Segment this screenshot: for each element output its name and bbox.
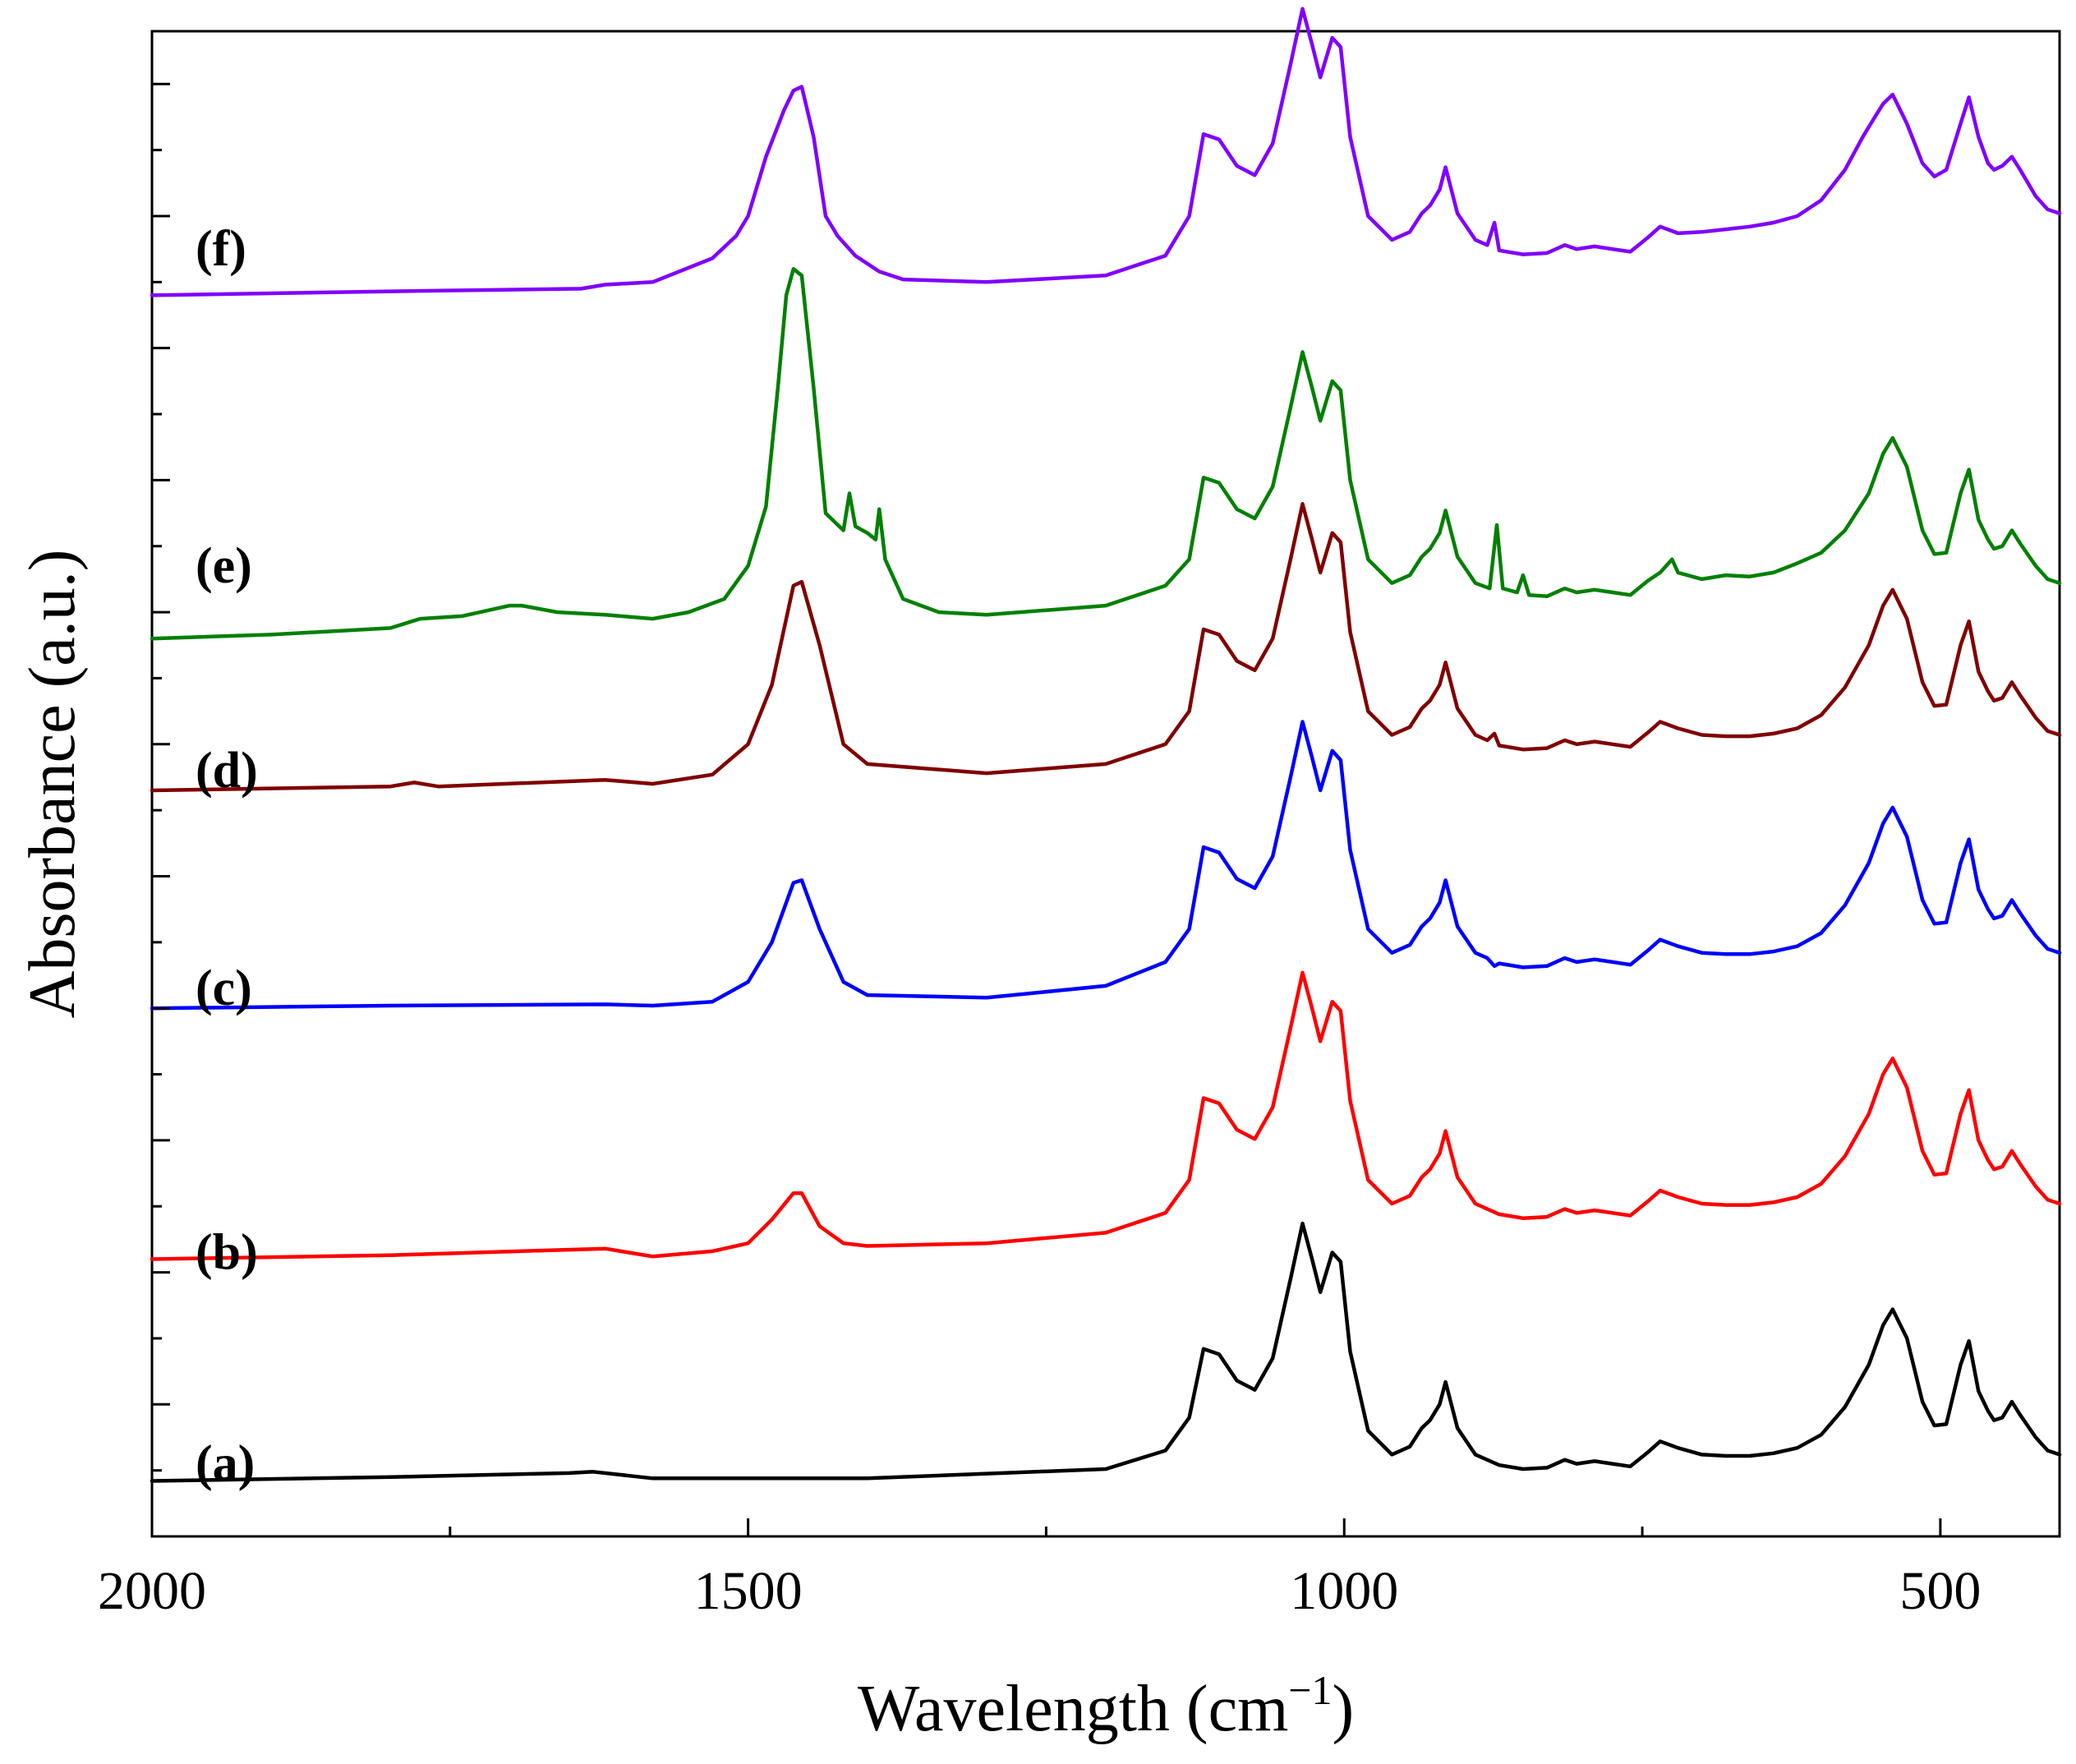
series-label-c: (c) (196, 960, 252, 1016)
x-tick-label: 2000 (98, 1561, 206, 1621)
spectrum-line-c (150, 720, 2062, 1011)
spectrum-line-b (150, 970, 2062, 1261)
x-axis-title-main: Wavelength (cm (858, 1673, 1288, 1745)
x-axis-title-close: ) (1333, 1673, 1355, 1745)
spectrum-line-a (150, 1221, 2062, 1483)
y-axis-ticks (152, 82, 170, 1472)
spectra-curves (150, 7, 2062, 1483)
spectrum-line-e (150, 267, 2062, 641)
series-label-d: (d) (196, 743, 258, 799)
x-axis-title-sup: −1 (1288, 1667, 1332, 1713)
spectrum-line-f (150, 7, 2062, 297)
y-axis-title: Absorbance (a.u.) (16, 550, 89, 1019)
x-axis-title: Wavelength (cm−1) (858, 1667, 1354, 1745)
series-label-f: (f) (196, 221, 246, 277)
spectrum-line-d (150, 502, 2062, 793)
series-label-b: (b) (196, 1224, 258, 1280)
x-tick-label: 500 (1899, 1561, 1981, 1621)
plot-frame (150, 30, 2061, 1538)
x-tick-label: 1500 (694, 1561, 803, 1621)
x-tick-label: 1000 (1290, 1561, 1398, 1621)
series-label-a: (a) (196, 1436, 255, 1492)
x-axis-ticks: 2000 1500 1000 500 (98, 1518, 1981, 1621)
series-labels: (a) (b) (c) (d) (e) (f) (196, 221, 258, 1491)
series-label-e: (e) (196, 538, 252, 594)
